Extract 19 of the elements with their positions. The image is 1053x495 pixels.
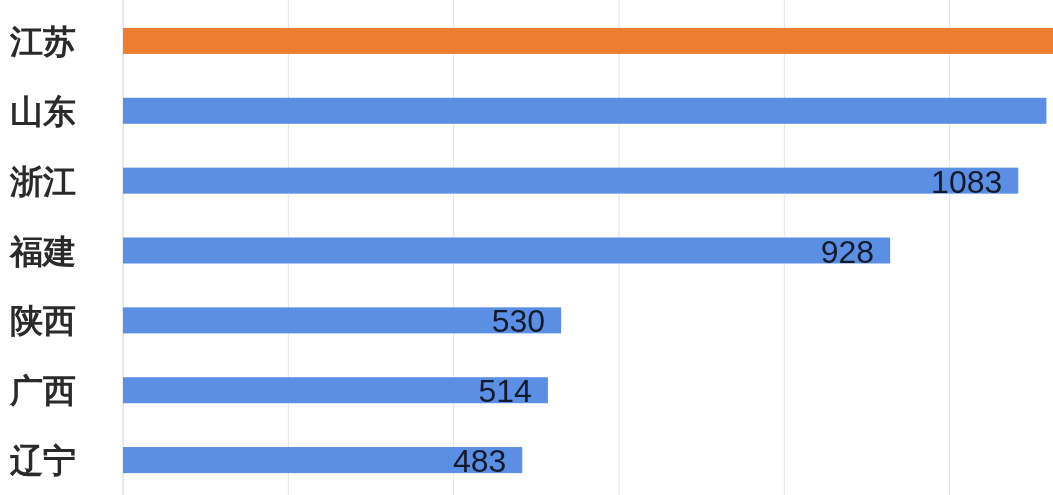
bar <box>123 167 1019 194</box>
y-tick-label: 辽宁 <box>9 441 76 481</box>
y-tick-label: 浙江 <box>9 161 76 201</box>
bar <box>123 97 1047 124</box>
data-label: 514 <box>478 373 532 410</box>
y-tick-label: 广西 <box>9 371 76 411</box>
bar <box>123 237 891 264</box>
y-tick-label: 山东 <box>10 91 76 131</box>
data-label: 928 <box>820 233 875 270</box>
bar <box>123 447 523 474</box>
y-tick-label: 江苏 <box>9 21 76 61</box>
data-label: 483 <box>452 443 507 480</box>
bar <box>123 27 1053 54</box>
bar <box>123 377 548 404</box>
y-tick-label: 陕西 <box>10 301 76 341</box>
data-label: 530 <box>491 303 546 340</box>
y-tick-label: 福建 <box>8 231 76 271</box>
data-label: 1083 <box>931 163 1003 200</box>
bar <box>123 307 562 334</box>
